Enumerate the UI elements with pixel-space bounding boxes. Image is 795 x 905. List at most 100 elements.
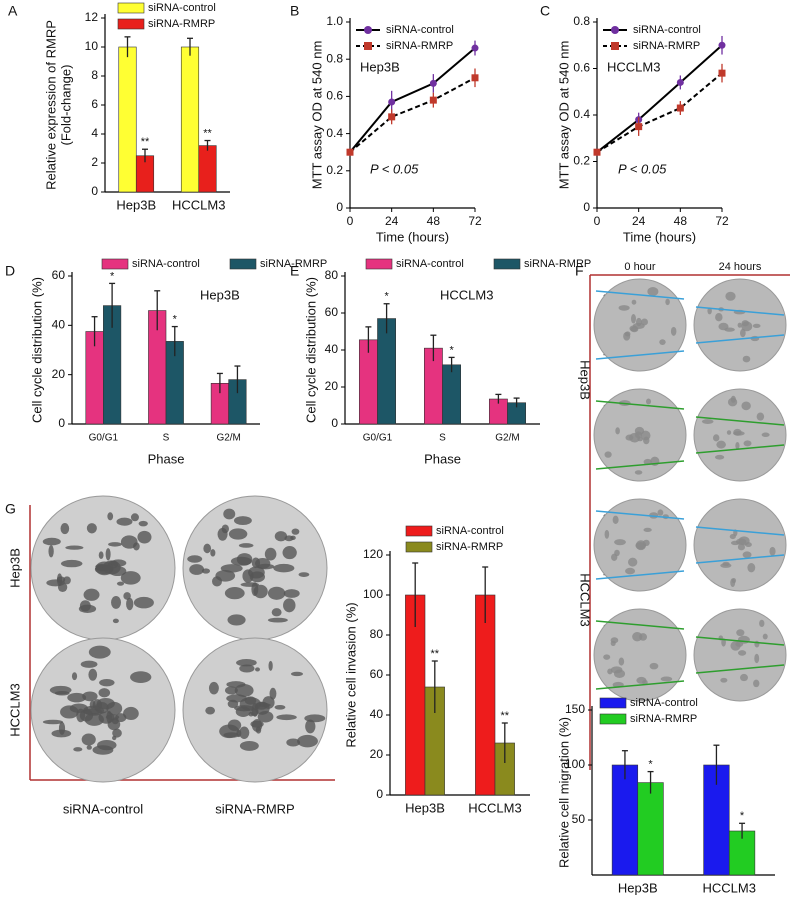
y-axis-label: Relative cell invasion (%) (343, 602, 358, 747)
cell-blob (88, 645, 111, 659)
column-label: siRNA-control (63, 801, 143, 816)
cell-blob (618, 657, 625, 666)
legend-marker (611, 42, 619, 50)
row-label: Hep3B (7, 548, 22, 588)
y-tick-label: 0 (336, 200, 343, 214)
cell-blob (725, 291, 736, 301)
cell-blob (273, 563, 295, 573)
cell-blob (217, 527, 228, 541)
cell-blob (747, 562, 756, 573)
y-tick-label: 20 (325, 379, 339, 393)
marker (676, 78, 684, 86)
cell-blob (614, 539, 626, 546)
cell-blob (635, 317, 642, 327)
cell-blob (264, 547, 277, 561)
cell-blob (636, 676, 647, 684)
cell-blob (236, 658, 257, 667)
y-tick-label: 12 (85, 10, 99, 24)
cell-blob (727, 397, 738, 407)
cell-blob (291, 528, 300, 535)
significance: * (449, 344, 454, 356)
cell-blob (224, 686, 238, 695)
cell-blob (741, 401, 751, 411)
error-bar (142, 148, 148, 163)
y-axis-label: (Fold-change) (58, 65, 73, 146)
cell-blob (133, 542, 140, 551)
error-bar (430, 334, 437, 362)
cell-blob (48, 545, 54, 558)
cell-blob (126, 597, 134, 611)
cell-blob (108, 542, 122, 547)
annotation: P < 0.05 (370, 161, 419, 176)
error-bar (154, 290, 161, 331)
cell-blob (659, 339, 666, 346)
significance: ** (141, 136, 150, 148)
y-tick-label: 40 (325, 342, 339, 356)
scratch-edge (695, 526, 785, 536)
x-tick-label: 24 (385, 214, 399, 228)
cell-blob (286, 738, 301, 747)
cell-blob (737, 322, 742, 328)
cell-blob (42, 537, 61, 546)
scratch-edge (595, 400, 685, 410)
cell-blob (239, 740, 259, 751)
bar (475, 594, 496, 796)
cell-blob (92, 699, 103, 711)
cell-blob (46, 579, 65, 587)
cell-blob (137, 530, 152, 544)
cell-blob (304, 714, 326, 723)
legend-label: siRNA-control (396, 258, 464, 270)
cell-blob (612, 515, 619, 524)
cell-blob (290, 671, 303, 677)
error-bar (501, 722, 508, 763)
cell-blob (83, 588, 100, 601)
cell-blob (625, 434, 634, 441)
legend-label: siRNA-RMRP (524, 258, 591, 270)
cell-blob (715, 313, 723, 322)
bar (198, 145, 217, 193)
x-tick-label: 0 (594, 214, 601, 228)
cell-blob (603, 654, 611, 660)
significance: * (384, 291, 389, 303)
legend-swatch (101, 258, 129, 270)
y-tick-label: 60 (52, 268, 66, 282)
cell-blob (604, 529, 610, 539)
cell-blob (82, 691, 98, 702)
cell-blob (739, 673, 748, 682)
legend-label: siRNA-RMRP (260, 258, 327, 270)
cell-blob (111, 717, 119, 725)
y-tick-label: 6 (91, 97, 98, 111)
cell-blob (660, 676, 673, 682)
y-tick-label: 60 (370, 667, 384, 681)
y-axis-label: Relative expression of RMRP (43, 20, 58, 190)
y-tick-label: 100 (363, 587, 383, 601)
cell-blob (722, 561, 730, 566)
marker (388, 98, 396, 106)
legend-label: siRNA-RMRP (436, 541, 503, 553)
cell-blob (107, 512, 114, 521)
y-tick-label: 100 (565, 757, 585, 771)
cell-blob (234, 705, 255, 712)
cell-blob (737, 635, 750, 644)
error-bar (448, 356, 455, 373)
cell-blob (212, 576, 223, 587)
cell-blob (769, 546, 776, 556)
scratch-edge (595, 350, 685, 360)
x-axis-label: Phase (424, 451, 461, 466)
x-axis-label: Time (hours) (623, 229, 696, 244)
cell-blob (267, 586, 286, 600)
cell-blob (736, 629, 745, 637)
cell-blob (759, 619, 765, 628)
cell-blob (73, 747, 83, 752)
column-label: 0 hour (624, 261, 656, 273)
y-tick-label: 1.0 (326, 14, 343, 28)
line (596, 72, 723, 154)
cell-blob (97, 740, 117, 751)
cell-blob (227, 614, 246, 626)
cell-blob (112, 618, 119, 624)
cell-blob (67, 692, 87, 703)
cell-blob (189, 564, 205, 575)
error-bar (216, 372, 223, 394)
panel-letter: D (5, 263, 15, 279)
